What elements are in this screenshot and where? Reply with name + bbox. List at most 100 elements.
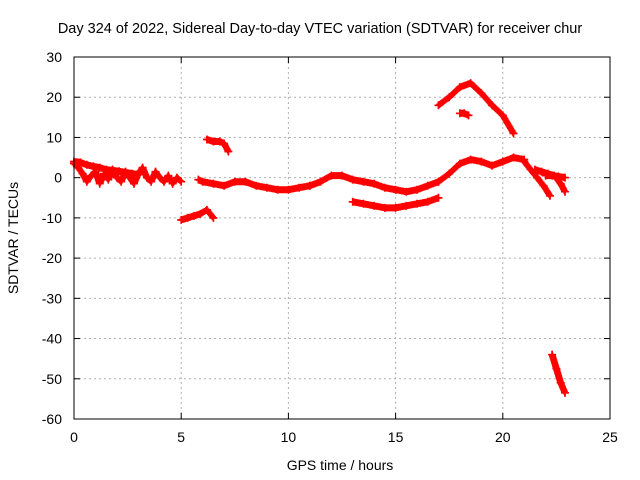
data-point	[434, 101, 443, 110]
data-point	[215, 137, 224, 146]
data-point	[477, 89, 486, 98]
y-tick-label: 30	[46, 49, 62, 65]
data-point	[252, 181, 261, 190]
series-trace-11-17h	[305, 171, 443, 196]
data-point	[455, 159, 464, 168]
data-point	[477, 157, 486, 166]
data-point	[220, 181, 229, 190]
x-tick-label: 0	[70, 429, 78, 445]
data-point	[209, 179, 218, 188]
data-point	[151, 167, 160, 176]
data-point	[121, 168, 130, 177]
data-point	[348, 197, 357, 206]
data-point	[548, 171, 557, 180]
data-point	[556, 378, 565, 387]
data-point	[402, 201, 411, 210]
data-point	[196, 209, 205, 218]
data-point	[537, 167, 546, 176]
data-point	[130, 179, 139, 188]
data-point	[164, 171, 173, 180]
y-tick-label: -40	[42, 331, 62, 347]
data-point	[556, 179, 565, 188]
data-point	[548, 350, 557, 359]
data-point	[241, 177, 250, 186]
data-point	[108, 166, 117, 175]
data-point	[560, 173, 569, 182]
data-point	[76, 158, 85, 167]
data-point	[434, 177, 443, 186]
data-point	[78, 169, 87, 178]
data-point	[464, 111, 473, 120]
data-point	[295, 183, 304, 192]
data-point	[177, 177, 186, 186]
data-point	[284, 185, 293, 194]
series-trace-22-23h-flat	[541, 171, 569, 182]
data-point	[488, 161, 497, 170]
data-point	[112, 173, 121, 182]
y-tick-label: -50	[42, 371, 62, 387]
x-tick-label: 25	[602, 429, 618, 445]
data-point	[533, 173, 542, 182]
y-tick-label: -10	[42, 210, 62, 226]
data-point	[160, 177, 169, 186]
data-point	[82, 160, 91, 169]
data-point	[168, 179, 177, 188]
data-point	[498, 111, 507, 120]
data-point	[520, 157, 529, 166]
data-point	[155, 173, 164, 182]
data-point	[172, 173, 181, 182]
data-point	[147, 177, 156, 186]
data-point	[423, 181, 432, 190]
data-point	[348, 175, 357, 184]
data-point	[202, 205, 211, 214]
data-point	[138, 163, 147, 172]
data-point	[545, 191, 554, 200]
axis-ticks: 0 5 10 15 20 25 30 20 10 0 -10 -20 -30 -40 -50 -60	[42, 49, 618, 445]
data-point	[445, 169, 454, 178]
data-point	[423, 197, 432, 206]
data-point	[466, 79, 475, 88]
data-point	[142, 173, 151, 182]
data-point	[380, 203, 389, 212]
series-trace-5-11h	[194, 175, 314, 194]
series-trace-13-17h-lower	[348, 193, 443, 212]
x-axis-label: GPS time / hours	[287, 457, 394, 473]
x-tick-label: 15	[388, 429, 404, 445]
data-point	[198, 177, 207, 186]
data-point	[104, 175, 113, 184]
data-point	[560, 187, 569, 196]
data-point	[359, 177, 368, 186]
data-point	[460, 109, 469, 118]
data-point	[413, 199, 422, 208]
data-point	[413, 185, 422, 194]
data-point	[554, 172, 563, 181]
data-point	[95, 179, 104, 188]
data-point	[102, 165, 111, 174]
data-point	[466, 155, 475, 164]
data-point	[370, 201, 379, 210]
data-point	[183, 213, 192, 222]
y-tick-label: 10	[46, 129, 62, 145]
data-point	[552, 364, 561, 373]
data-point	[402, 187, 411, 196]
data-point	[230, 177, 239, 186]
series-arc-17-21h	[434, 79, 518, 138]
y-tick-label: -30	[42, 290, 62, 306]
y-tick-label: 0	[54, 170, 62, 186]
series-segment-6-7h	[202, 135, 233, 156]
data-point	[177, 215, 186, 224]
data-point	[391, 203, 400, 212]
series-trace	[177, 206, 217, 224]
data-point	[560, 388, 569, 397]
data-point	[95, 163, 104, 172]
series-trace-17-21h	[434, 153, 529, 186]
x-tick-label: 5	[177, 429, 185, 445]
data-point	[455, 83, 464, 92]
data-point	[194, 175, 203, 184]
data-point	[220, 139, 229, 148]
data-point	[338, 171, 346, 180]
data-point	[380, 183, 389, 192]
plot-frame	[73, 56, 611, 420]
data-point	[273, 185, 282, 194]
